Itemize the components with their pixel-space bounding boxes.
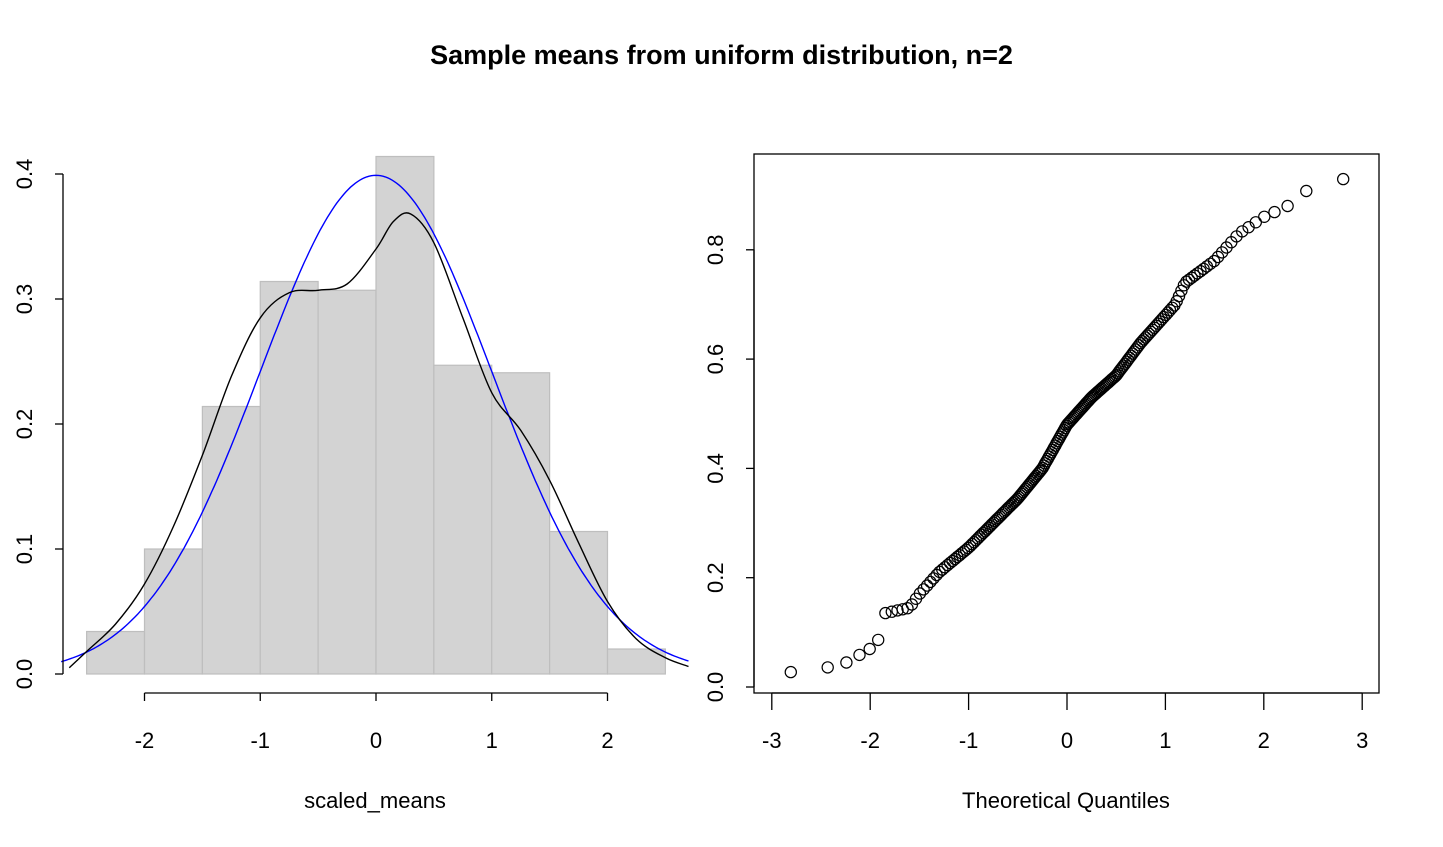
qq-point [1127,345,1141,358]
qq-point [1165,301,1179,314]
histogram-bar [143,548,203,675]
qq-point [1300,184,1313,198]
normal-curve-line [60,174,689,663]
x-tick-label: -3 [762,728,782,753]
qq-point [901,602,914,615]
y-tick-label: 0.3 [12,284,37,315]
histogram-bar [201,405,261,675]
qq-point [1281,199,1294,213]
qq-point [990,513,1003,526]
x-tick-label: -1 [250,728,270,753]
x-tick-label: -1 [959,728,979,753]
qq-point [879,606,892,620]
qq-point [987,516,1000,530]
qq-point [863,642,876,656]
qq-point [1211,250,1225,264]
histogram-bar [549,530,609,675]
x-tick-label: 3 [1356,728,1368,753]
x-tick-label: 1 [1159,728,1171,753]
left-x-axis-label: scaled_means [304,788,446,813]
qq-point [853,648,866,662]
qq-point [872,633,885,647]
left-x-axis: -2 -1 0 1 2 [135,692,614,753]
histogram-bars [86,155,666,675]
right-x-axis: -3 -2 -1 0 1 2 3 [762,692,1368,753]
qq-point [985,518,999,531]
qq-point [821,661,834,674]
y-tick-label: 0.8 [703,235,728,266]
qq-point [1249,216,1263,229]
right-x-axis-label: Theoretical Quantiles [962,788,1170,813]
qq-point [1126,347,1139,360]
qq-point [920,579,934,592]
histogram-bar [317,289,377,675]
qq-point [988,514,1002,528]
x-tick-label: 0 [1061,728,1073,753]
qq-point [1194,265,1207,278]
qq-point [924,575,937,589]
histogram-bar [259,280,319,675]
qq-point [891,604,904,617]
qq-point [1204,257,1217,270]
qq-point [927,572,940,585]
x-tick-label: -2 [135,728,155,753]
qq-point [1131,341,1144,354]
histogram-panel: 0.0 0.1 0.2 0.3 0.4 -2 -1 0 1 2 scaled_means [12,155,689,813]
qq-point [1235,225,1249,238]
qq-point [1157,310,1171,324]
qq-point [1159,308,1173,322]
qq-point [1207,254,1221,268]
y-tick-label: 0.1 [12,534,37,565]
right-y-axis: 0.0 0.2 0.4 0.6 0.8 [703,235,755,703]
qq-plot-panel: 0.0 0.2 0.4 0.6 0.8 -3 -2 -1 0 1 2 3 Theoretical Q… [703,153,1380,813]
qq-point [1129,343,1142,356]
y-tick-label: 0.0 [12,659,37,690]
qq-point [1258,210,1271,223]
qq-point [1161,306,1175,319]
y-tick-label: 0.0 [703,672,728,703]
histogram-bar [375,155,435,675]
qq-point [1163,304,1177,317]
qq-point [1124,349,1138,362]
qq-points [784,172,1350,679]
qq-point [992,511,1005,525]
qq-point [784,665,798,679]
x-tick-label: -2 [860,728,880,753]
x-tick-label: 1 [486,728,498,753]
page-title: Sample means from uniform distribution, … [430,40,1013,70]
histogram-bar [86,630,146,675]
x-tick-label: 2 [601,728,613,753]
histogram-bar [433,364,493,675]
qq-point [1336,172,1350,186]
y-tick-label: 0.6 [703,344,728,375]
histogram-bar [491,372,551,675]
y-tick-label: 0.4 [703,453,728,484]
qq-point [913,587,927,600]
y-tick-label: 0.4 [12,159,37,190]
x-tick-label: 2 [1258,728,1270,753]
density-curve-line [68,212,689,669]
y-tick-label: 0.2 [12,409,37,440]
qq-point [917,583,930,596]
qq-point [1191,267,1204,280]
y-tick-label: 0.2 [703,562,728,593]
qq-point [1268,205,1281,219]
qq-point [840,656,853,669]
x-tick-label: 0 [370,728,382,753]
left-y-axis: 0.0 0.1 0.2 0.3 0.4 [12,159,64,690]
